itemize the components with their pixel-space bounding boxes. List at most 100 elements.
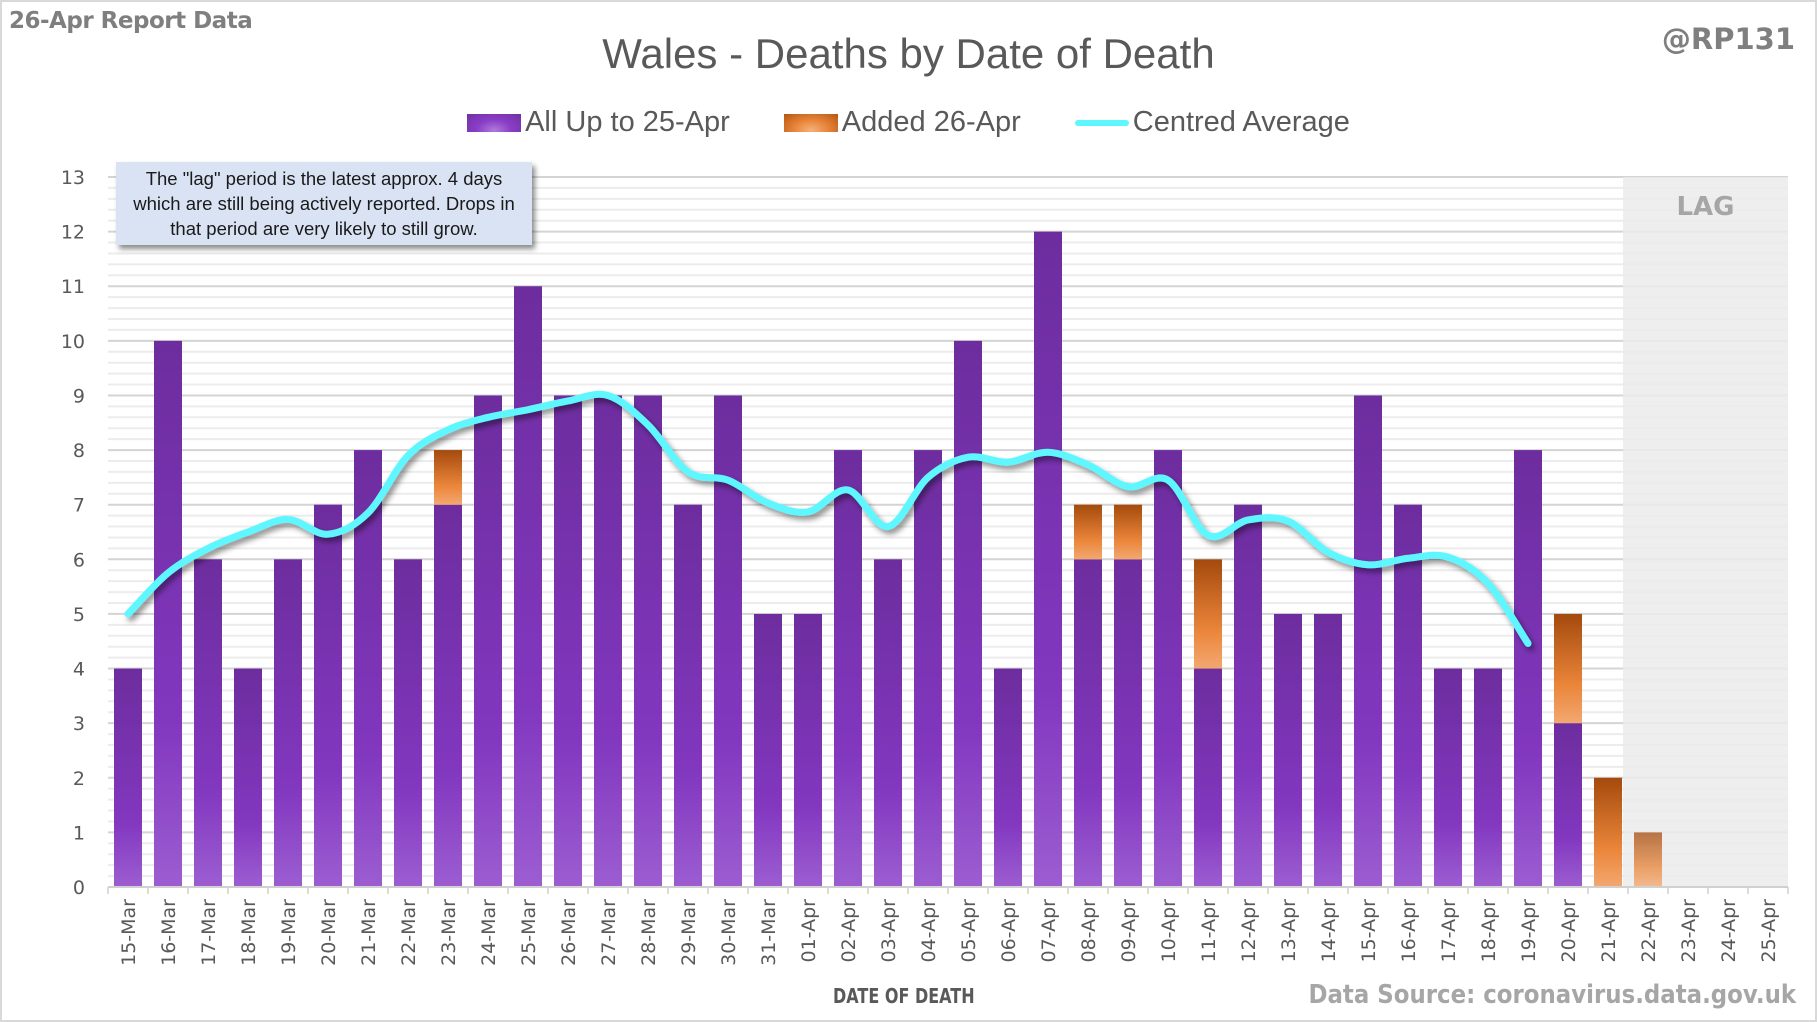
bar-base	[1394, 504, 1422, 887]
x-axis-title: DATE OF DEATH	[833, 984, 975, 1008]
bar-base	[554, 395, 582, 887]
bar-base	[154, 340, 182, 887]
chart-title: Wales - Deaths by Date of Death	[602, 30, 1215, 77]
bar-base	[1194, 668, 1222, 887]
x-tick-label: 19-Apr	[1518, 899, 1540, 963]
x-tick-label: 18-Apr	[1478, 899, 1500, 963]
bar-base	[634, 395, 662, 887]
bar-base	[1114, 559, 1142, 887]
x-tick-label: 10-Apr	[1158, 899, 1180, 963]
lag-region-label: LAG	[1676, 192, 1734, 222]
legend-swatch-added	[783, 113, 838, 132]
y-tick-label: 3	[73, 713, 85, 735]
legend-label-base: All Up to 25-Apr	[525, 106, 730, 138]
x-tick-label: 22-Apr	[1638, 899, 1660, 963]
x-tick-label: 20-Mar	[318, 899, 340, 966]
y-tick-label: 4	[73, 659, 85, 681]
data-source-label: Data Source: coronavirus.data.gov.uk	[1308, 980, 1796, 1010]
bar-base	[1074, 559, 1102, 887]
x-tick-label: 24-Mar	[478, 899, 500, 966]
x-tick-label: 29-Mar	[678, 899, 700, 966]
x-tick-label: 19-Mar	[278, 899, 300, 966]
bar-base	[1154, 450, 1182, 887]
legend-item-base: All Up to 25-Apr	[467, 106, 730, 139]
bar-added	[1114, 504, 1142, 560]
x-tick-label: 24-Apr	[1718, 899, 1740, 963]
legend-item-average: Centred Average	[1074, 106, 1350, 139]
y-tick-label: 9	[73, 385, 85, 407]
x-tick-label: 17-Mar	[198, 899, 220, 966]
legend-item-added: Added 26-Apr	[783, 106, 1021, 139]
bar-base	[1514, 450, 1542, 887]
bar-base	[1234, 504, 1262, 887]
bar-base	[754, 613, 782, 887]
x-tick-label: 23-Apr	[1678, 899, 1700, 963]
x-tick-label: 09-Apr	[1118, 899, 1140, 963]
bar-base	[514, 286, 542, 887]
bar-added	[1554, 613, 1582, 724]
bar-base	[474, 395, 502, 887]
bar-base	[194, 559, 222, 887]
bar-base	[1354, 395, 1382, 887]
x-tick-label: 25-Apr	[1758, 899, 1780, 963]
x-tick-label: 08-Apr	[1078, 899, 1100, 963]
x-tick-label: 27-Mar	[598, 899, 620, 966]
x-tick-label: 17-Apr	[1438, 899, 1460, 963]
report-date-label: 26-Apr Report Data	[9, 8, 253, 34]
x-tick-label: 03-Apr	[878, 899, 900, 963]
x-tick-label: 01-Apr	[798, 899, 820, 963]
y-tick-label: 10	[61, 331, 85, 353]
x-tick-label: 11-Apr	[1198, 899, 1220, 963]
bar-base	[914, 450, 942, 887]
x-tick-label: 25-Mar	[518, 899, 540, 966]
lag-explanation-note: The "lag" period is the latest approx. 4…	[116, 162, 532, 245]
x-tick-label: 04-Apr	[918, 899, 940, 963]
y-tick-label: 6	[73, 549, 85, 571]
x-tick-label: 26-Mar	[558, 899, 580, 966]
bar-base	[314, 504, 342, 887]
y-tick-label: 12	[61, 222, 85, 244]
legend-label-added: Added 26-Apr	[841, 106, 1021, 138]
bar-base	[1434, 668, 1462, 887]
bar-base	[1314, 613, 1342, 887]
x-tick-label: 15-Apr	[1358, 899, 1380, 963]
bar-added	[1194, 559, 1222, 669]
bar-base	[1034, 231, 1062, 888]
bar-base	[1474, 668, 1502, 887]
bar-added	[1074, 504, 1102, 560]
x-tick-label: 30-Mar	[718, 899, 740, 966]
author-handle: @RP131	[1661, 22, 1795, 56]
y-tick-label: 7	[73, 495, 85, 517]
y-tick-label: 1	[73, 822, 85, 844]
x-tick-label: 20-Apr	[1558, 899, 1580, 963]
x-tick-label: 28-Mar	[638, 899, 660, 966]
bar-base	[234, 668, 262, 887]
x-tick-label: 05-Apr	[958, 899, 980, 963]
x-tick-label: 07-Apr	[1038, 899, 1060, 963]
bar-base	[274, 559, 302, 887]
bar-base	[794, 613, 822, 887]
x-tick-label: 18-Mar	[238, 899, 260, 966]
bar-base	[594, 395, 622, 887]
bar-added	[1634, 832, 1662, 887]
lag-region-shade	[1623, 177, 1788, 887]
legend-label-average: Centred Average	[1132, 106, 1350, 138]
legend-swatch-average	[1074, 119, 1129, 126]
x-tick-label: 22-Mar	[398, 899, 420, 966]
legend: All Up to 25-Apr Added 26-Apr Centred Av…	[0, 106, 1817, 139]
y-tick-label: 5	[73, 604, 85, 626]
x-tick-label: 14-Apr	[1318, 899, 1340, 963]
x-tick-label: 16-Apr	[1398, 899, 1420, 963]
bar-base	[874, 559, 902, 887]
bar-added	[1594, 777, 1622, 887]
x-tick-label: 02-Apr	[838, 899, 860, 963]
bar-base	[1274, 613, 1302, 887]
bar-base	[834, 450, 862, 887]
x-tick-label: 16-Mar	[158, 899, 180, 966]
bar-base	[954, 340, 982, 887]
x-tick-label: 21-Apr	[1598, 899, 1620, 963]
legend-swatch-base	[467, 113, 522, 132]
x-tick-label: 06-Apr	[998, 899, 1020, 963]
bar-base	[714, 395, 742, 887]
